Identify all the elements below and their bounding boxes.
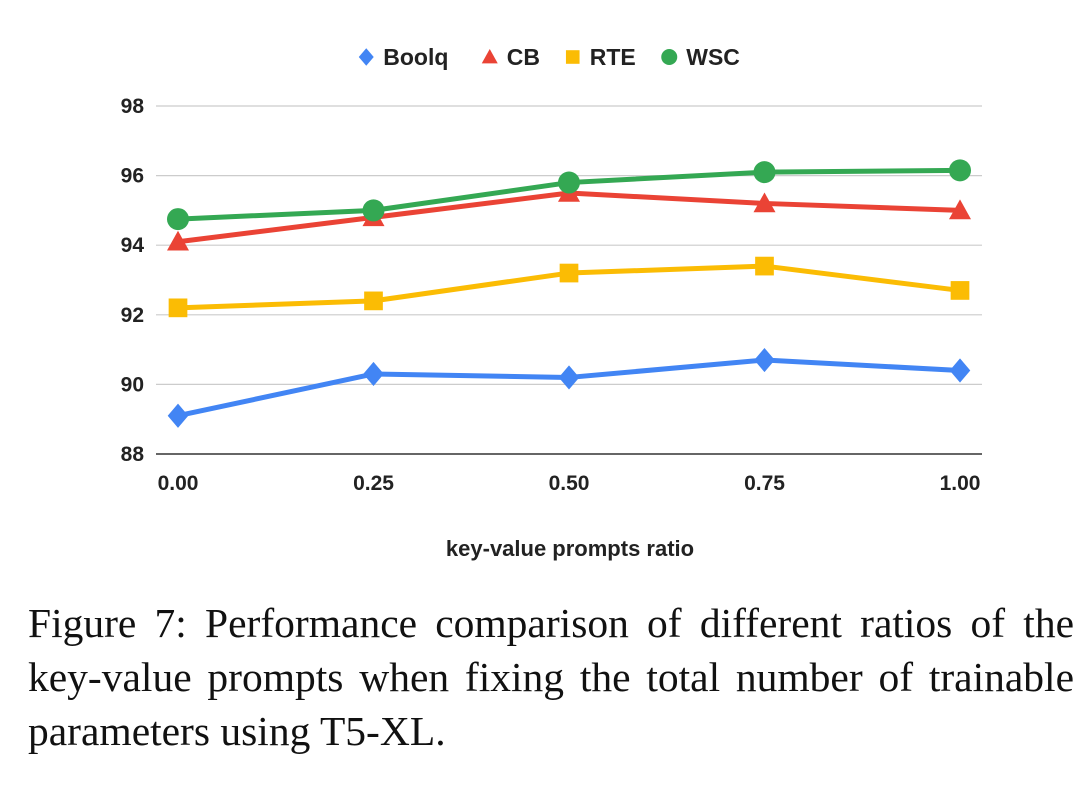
series-wsc — [167, 159, 971, 231]
x-axis-title: key-value prompts ratio — [446, 536, 694, 561]
data-point — [753, 192, 776, 213]
x-tick-label: 0.50 — [549, 472, 590, 495]
legend-marker-wsc — [661, 49, 678, 65]
data-point — [753, 161, 776, 184]
legend-label-cb: CB — [507, 44, 540, 70]
legend-label-boolq: Boolq — [383, 44, 448, 70]
y-axis-ticks: 88 90 92 94 96 98 — [121, 95, 145, 466]
series-boolq — [167, 347, 971, 428]
x-tick-label: 0.00 — [158, 472, 199, 495]
data-point — [167, 208, 189, 231]
y-tick-label: 88 — [121, 443, 145, 466]
data-point — [558, 171, 580, 194]
data-point — [559, 263, 579, 283]
x-axis-ticks: 0.00 0.25 0.50 0.75 1.00 — [158, 472, 981, 495]
legend-label-rte: RTE — [590, 44, 636, 70]
series-rte — [168, 256, 970, 318]
y-tick-label: 94 — [121, 234, 145, 257]
data-point — [950, 281, 970, 300]
legend-label-wsc: WSC — [686, 44, 740, 70]
data-point — [949, 159, 971, 182]
legend-marker-boolq — [358, 48, 374, 66]
series-lines — [167, 159, 971, 428]
y-tick-label: 96 — [121, 165, 144, 188]
data-point — [168, 298, 188, 318]
data-point — [167, 403, 189, 428]
x-tick-label: 1.00 — [940, 472, 981, 495]
x-tick-label: 0.25 — [353, 472, 394, 495]
data-point — [363, 361, 384, 387]
figure-caption: Figure 7: Performance comparison of diff… — [28, 600, 1074, 754]
legend: Boolq CB RTE WSC — [358, 44, 740, 70]
x-tick-label: 0.75 — [744, 472, 785, 495]
data-point — [949, 199, 971, 220]
data-point — [558, 365, 580, 390]
y-tick-label: 92 — [121, 304, 144, 327]
y-tick-label: 98 — [121, 95, 145, 118]
data-point — [755, 256, 774, 276]
data-point — [754, 347, 775, 373]
line-chart: 88 90 92 94 96 98 0.00 0.25 0.50 0.75 1.00 Boolq C… — [121, 44, 982, 561]
data-point — [167, 230, 189, 251]
data-point — [362, 199, 385, 222]
y-tick-label: 90 — [121, 373, 144, 396]
legend-marker-rte — [565, 50, 580, 64]
legend-marker-cb — [481, 49, 498, 64]
data-point — [949, 358, 971, 383]
data-point — [364, 291, 383, 311]
